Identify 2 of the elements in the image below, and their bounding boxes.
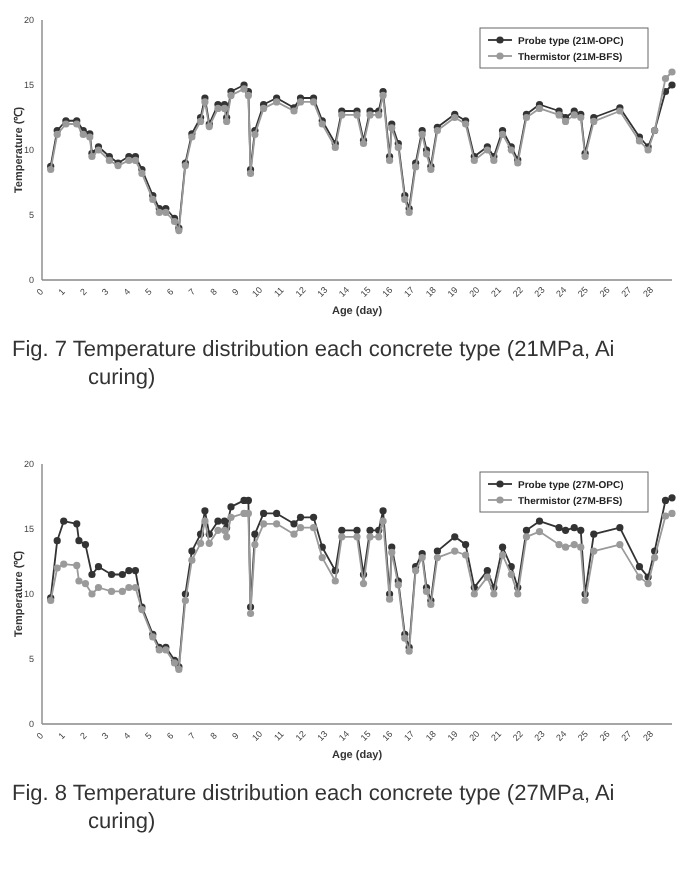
caption: Fig. 8 Temperature distribution each concrete type (27MPa, Ai curing) — [12, 782, 615, 834]
caption: Fig. 7 Temperature distribution each concrete type (21MPa, Ai curing) — [12, 338, 615, 390]
